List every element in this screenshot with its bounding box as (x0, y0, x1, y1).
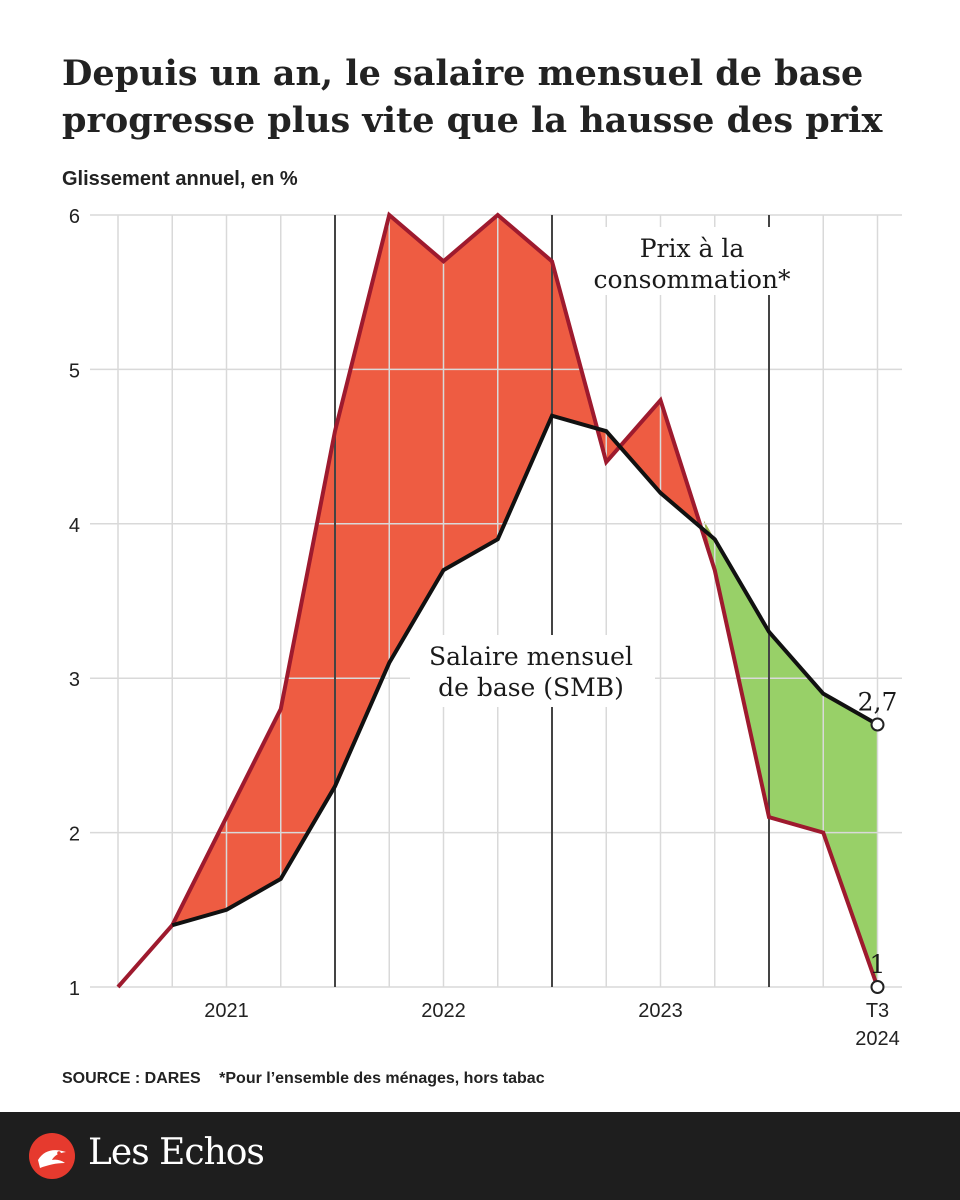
x-tick-label: T3 (866, 1000, 889, 1022)
y-tick-label: 5 (69, 360, 80, 382)
end-value-prix: 1 (870, 950, 886, 979)
prix-label-line2: consommation* (593, 265, 791, 294)
brand-name: Les Echos (88, 1132, 265, 1173)
x-tick-label: 2023 (638, 1000, 683, 1022)
smb-label-line1: Salaire mensuel (429, 642, 633, 671)
line-chart: 1 2 3 4 5 6 2021 2022 2023 T3 2024 Prix à laconsomm… (69, 206, 902, 1050)
chart-subtitle: Glissement annuel, en % (62, 168, 298, 190)
y-tick-label: 4 (69, 515, 80, 537)
chart-grid (90, 214, 902, 988)
chart-title: Depuis un an, le salaire mensuel de base… (62, 53, 883, 141)
y-tick-label: 1 (69, 978, 80, 1000)
series-line-prix (116, 211, 880, 989)
chart-labels: 1 2 3 4 5 6 2021 2022 2023 T3 2024 Prix à laconsomm… (69, 206, 900, 1050)
y-tick-label: 3 (69, 669, 80, 691)
smb-label-line2: de base (SMB) (438, 673, 624, 702)
end-marker-prix (870, 980, 885, 994)
smb-label-bg (410, 635, 655, 707)
x-tick-label: 2021 (204, 1000, 249, 1022)
les-echos-logo-icon (29, 1133, 75, 1179)
difference-fills (172, 215, 878, 987)
prix-label-line1: Prix à la (640, 234, 745, 263)
end-value-salaire: 2,7 (858, 688, 898, 717)
source-note: *Pour l’ensemble des ménages, hors tabac (219, 1070, 545, 1087)
footer-bar: Les Echos (0, 1112, 960, 1200)
source-label: SOURCE : DARES (62, 1070, 201, 1087)
y-tick-label: 2 (69, 824, 80, 846)
prix-label-bg (572, 227, 812, 295)
series-lines (116, 211, 885, 994)
x-tick-label: 2024 (855, 1028, 900, 1050)
end-marker-salaire (870, 717, 885, 732)
x-tick-label: 2022 (421, 1000, 466, 1022)
fill-salaire-above (703, 520, 878, 987)
source-line: SOURCE : DARES *Pour l’ensemble des ména… (62, 1070, 559, 1088)
y-tick-label: 6 (69, 206, 80, 228)
series-line-salaire (171, 413, 879, 928)
